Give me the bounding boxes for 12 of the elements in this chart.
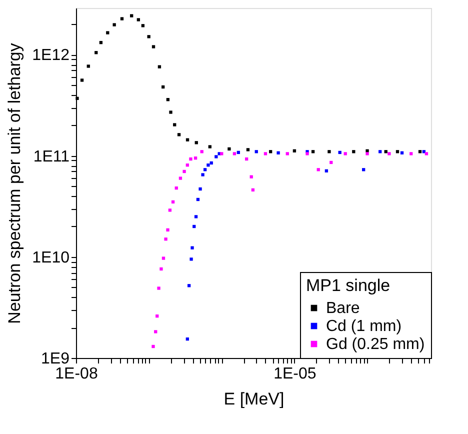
legend-label: Bare (326, 300, 360, 317)
y-tick-label: 1E12 (32, 47, 70, 64)
y-axis-title: Neutron spectrum per unit of lethargy (5, 42, 24, 324)
x-tick-label: 1E-08 (55, 366, 98, 382)
legend-title: MP1 single (306, 276, 390, 295)
y-tick-label: 1E11 (33, 148, 70, 166)
x-axis-title: E [MeV] (224, 390, 284, 408)
legend-label: Cd (1 mm) (326, 318, 402, 335)
y-tick-label: 1E9 (41, 350, 70, 368)
x-tick-label: 1E-05 (274, 366, 316, 382)
y-tick-label: 1E10 (32, 249, 70, 266)
legend-label: Gd (0.25 mm) (326, 336, 425, 353)
